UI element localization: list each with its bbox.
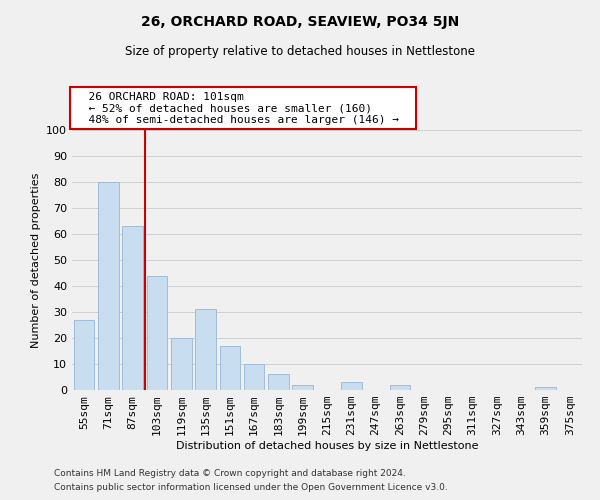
Text: 26, ORCHARD ROAD, SEAVIEW, PO34 5JN: 26, ORCHARD ROAD, SEAVIEW, PO34 5JN bbox=[141, 15, 459, 29]
Y-axis label: Number of detached properties: Number of detached properties bbox=[31, 172, 41, 348]
Bar bbox=[341, 382, 362, 390]
Bar bbox=[122, 226, 143, 390]
Bar bbox=[220, 346, 240, 390]
Text: Contains HM Land Registry data © Crown copyright and database right 2024.: Contains HM Land Registry data © Crown c… bbox=[54, 468, 406, 477]
Bar bbox=[74, 320, 94, 390]
Bar bbox=[171, 338, 191, 390]
Bar bbox=[389, 385, 410, 390]
Bar bbox=[268, 374, 289, 390]
Bar bbox=[146, 276, 167, 390]
Bar bbox=[98, 182, 119, 390]
X-axis label: Distribution of detached houses by size in Nettlestone: Distribution of detached houses by size … bbox=[176, 441, 478, 451]
Text: Contains public sector information licensed under the Open Government Licence v3: Contains public sector information licen… bbox=[54, 484, 448, 492]
Bar bbox=[244, 364, 265, 390]
Bar bbox=[535, 388, 556, 390]
Bar bbox=[195, 310, 216, 390]
Text: Size of property relative to detached houses in Nettlestone: Size of property relative to detached ho… bbox=[125, 45, 475, 58]
Bar bbox=[292, 385, 313, 390]
Text: 26 ORCHARD ROAD: 101sqm  
  ← 52% of detached houses are smaller (160)  
  48% o: 26 ORCHARD ROAD: 101sqm ← 52% of detache… bbox=[74, 92, 412, 125]
